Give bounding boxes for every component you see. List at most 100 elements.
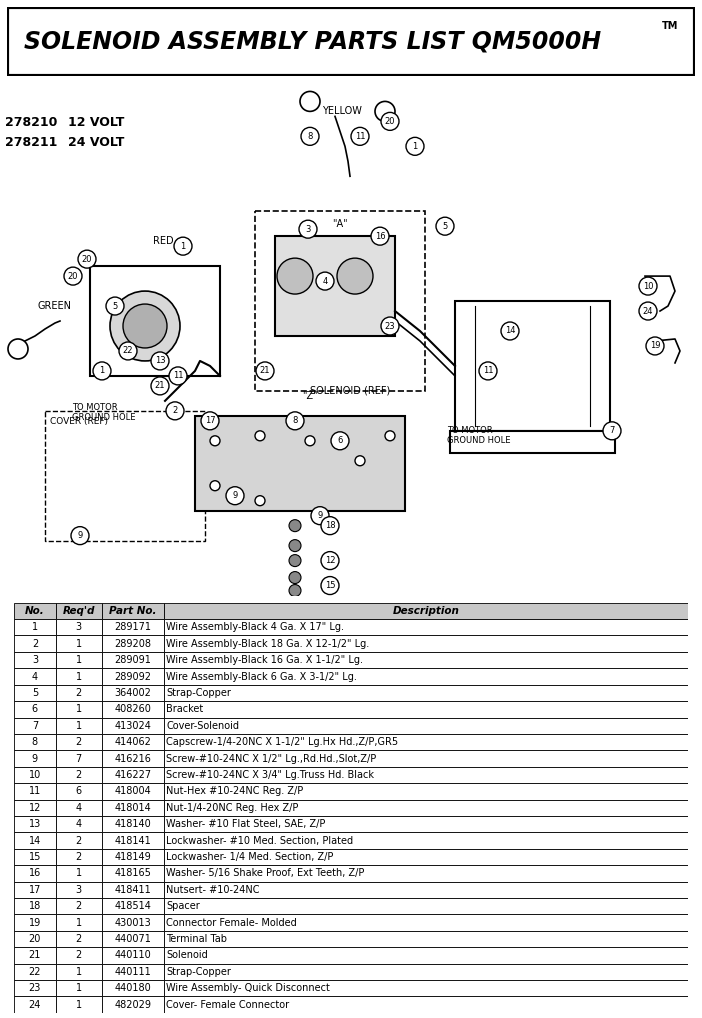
Text: 10: 10	[29, 770, 41, 780]
Bar	[164, 718, 688, 734]
Bar	[14, 783, 56, 799]
Bar	[102, 668, 164, 685]
Bar	[56, 652, 102, 668]
Text: 2: 2	[32, 638, 38, 648]
Text: "A": "A"	[332, 219, 347, 229]
Text: 2: 2	[76, 901, 82, 911]
Text: 1: 1	[32, 622, 38, 632]
Text: Nutsert- #10-24NC: Nutsert- #10-24NC	[166, 885, 260, 895]
Circle shape	[119, 342, 137, 360]
Text: 289171: 289171	[114, 622, 151, 632]
Bar	[164, 619, 688, 635]
Bar	[56, 997, 102, 1013]
Text: 22: 22	[123, 346, 133, 355]
Text: 440111: 440111	[114, 967, 151, 977]
Text: 14: 14	[29, 836, 41, 846]
Circle shape	[256, 362, 274, 380]
Circle shape	[385, 431, 395, 441]
Bar	[56, 914, 102, 930]
Bar	[14, 816, 56, 833]
Circle shape	[639, 277, 657, 295]
Bar	[102, 980, 164, 997]
Text: Capscrew-1/4-20NC X 1-1/2" Lg.Hx Hd.,Z/P,GR5: Capscrew-1/4-20NC X 1-1/2" Lg.Hx Hd.,Z/P…	[166, 737, 399, 747]
Bar	[14, 833, 56, 849]
Text: 9: 9	[77, 531, 83, 541]
Circle shape	[166, 402, 184, 419]
Text: Lockwasher- 1/4 Med. Section, Z/P: Lockwasher- 1/4 Med. Section, Z/P	[166, 852, 333, 862]
Text: 8: 8	[292, 416, 298, 426]
Text: 1: 1	[412, 142, 418, 151]
Text: 440071: 440071	[114, 935, 151, 944]
Text: Strap-Copper: Strap-Copper	[166, 688, 231, 698]
Bar	[56, 882, 102, 898]
Bar	[14, 997, 56, 1013]
Text: 278211: 278211	[5, 136, 58, 150]
Circle shape	[406, 137, 424, 156]
Bar	[164, 898, 688, 914]
Text: Nut-Hex #10-24NC Reg. Z/P: Nut-Hex #10-24NC Reg. Z/P	[166, 786, 303, 796]
Bar	[56, 635, 102, 652]
Circle shape	[110, 291, 180, 361]
Text: 289091: 289091	[114, 656, 151, 665]
Text: No.: No.	[25, 606, 45, 616]
Circle shape	[201, 412, 219, 430]
Text: 20: 20	[68, 272, 78, 281]
Text: 5: 5	[112, 301, 118, 310]
Bar	[164, 750, 688, 767]
Text: 418014: 418014	[114, 803, 151, 812]
Bar	[102, 948, 164, 964]
Bar	[14, 948, 56, 964]
Bar	[102, 997, 164, 1013]
Text: Part No.: Part No.	[109, 606, 157, 616]
Bar	[102, 750, 164, 767]
Text: 1: 1	[76, 656, 82, 665]
Circle shape	[501, 322, 519, 340]
Text: Nut-1/4-20NC Reg. Hex Z/P: Nut-1/4-20NC Reg. Hex Z/P	[166, 803, 299, 812]
Bar	[56, 750, 102, 767]
Text: Connector Female- Molded: Connector Female- Molded	[166, 917, 297, 927]
Bar	[102, 930, 164, 948]
Text: 3: 3	[76, 885, 82, 895]
Bar	[102, 734, 164, 750]
Text: Description: Description	[392, 606, 459, 616]
Circle shape	[321, 517, 339, 534]
Bar	[14, 980, 56, 997]
Bar	[90, 266, 220, 376]
Bar	[164, 783, 688, 799]
Circle shape	[603, 421, 621, 440]
Bar	[56, 964, 102, 980]
Bar	[255, 211, 425, 391]
Text: 418149: 418149	[114, 852, 151, 862]
Text: 364002: 364002	[114, 688, 151, 698]
Text: 4: 4	[322, 277, 328, 286]
Text: 24: 24	[643, 306, 654, 316]
Circle shape	[93, 362, 111, 380]
Bar	[14, 865, 56, 882]
Text: 16: 16	[375, 232, 385, 240]
Text: 418004: 418004	[114, 786, 151, 796]
Circle shape	[321, 552, 339, 570]
Bar	[14, 898, 56, 914]
Text: 17: 17	[29, 885, 41, 895]
Bar	[14, 619, 56, 635]
Text: 19: 19	[650, 341, 661, 350]
Text: 2: 2	[76, 836, 82, 846]
Text: Lockwasher- #10 Med. Section, Plated: Lockwasher- #10 Med. Section, Plated	[166, 836, 354, 846]
Text: 12: 12	[325, 556, 336, 565]
Text: 6: 6	[76, 786, 82, 796]
Bar	[102, 914, 164, 930]
Bar	[102, 685, 164, 701]
Text: 7: 7	[76, 753, 82, 764]
Text: 418141: 418141	[114, 836, 151, 846]
Text: Wire Assembly-Black 4 Ga. X 17" Lg.: Wire Assembly-Black 4 Ga. X 17" Lg.	[166, 622, 345, 632]
Bar	[14, 635, 56, 652]
Text: Washer- 5/16 Shake Proof, Ext Teeth, Z/P: Washer- 5/16 Shake Proof, Ext Teeth, Z/P	[166, 868, 365, 879]
Text: RED: RED	[153, 236, 173, 246]
Text: Spacer: Spacer	[166, 901, 200, 911]
Bar	[14, 799, 56, 816]
Bar	[56, 898, 102, 914]
Text: 2: 2	[76, 688, 82, 698]
Text: 1: 1	[76, 704, 82, 715]
Text: 4: 4	[76, 803, 82, 812]
Text: 13: 13	[29, 819, 41, 830]
